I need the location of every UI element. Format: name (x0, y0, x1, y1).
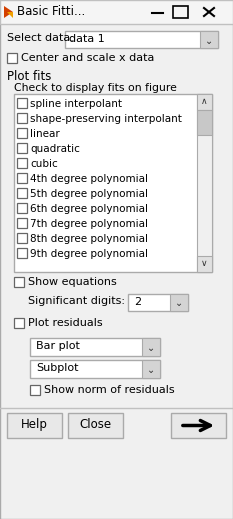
Text: ∧: ∧ (201, 98, 208, 106)
Text: Significant digits:: Significant digits: (28, 296, 125, 306)
Bar (171, 413, 226, 438)
Bar (17, 248, 27, 258)
Text: 7th degree polynomial: 7th degree polynomial (30, 219, 148, 229)
Text: ⌄: ⌄ (205, 35, 213, 46)
Bar (17, 128, 27, 138)
Text: ⌄: ⌄ (147, 343, 155, 353)
Bar (200, 31, 218, 48)
Text: Help: Help (21, 418, 48, 431)
Text: 4th degree polynomial: 4th degree polynomial (30, 174, 148, 184)
Text: Plot residuals: Plot residuals (28, 318, 103, 328)
Text: Check to display fits on figure: Check to display fits on figure (14, 83, 177, 93)
Bar (30, 360, 160, 378)
Bar (128, 294, 188, 311)
Text: ⌄: ⌄ (147, 365, 155, 375)
Bar (17, 98, 27, 108)
Bar (17, 113, 27, 123)
Text: Show norm of residuals: Show norm of residuals (44, 385, 175, 395)
Bar (7, 413, 62, 438)
Bar (197, 256, 212, 272)
Bar (17, 188, 27, 198)
Text: cubic: cubic (30, 159, 58, 169)
Bar (17, 218, 27, 228)
Text: Plot fits: Plot fits (7, 70, 51, 83)
Bar (14, 318, 24, 328)
Bar (197, 94, 212, 110)
Bar (142, 338, 160, 356)
Bar (30, 338, 160, 356)
Bar (142, 360, 160, 378)
Polygon shape (7, 12, 13, 18)
Text: Basic Fitti...: Basic Fitti... (17, 5, 85, 18)
Text: Show equations: Show equations (28, 277, 117, 287)
Bar (30, 385, 40, 395)
Bar (0, 0, 233, 24)
Bar (17, 158, 27, 168)
Text: data 1: data 1 (69, 34, 105, 44)
Bar (17, 233, 27, 243)
Bar (7, 53, 17, 63)
Text: Bar plot: Bar plot (36, 341, 80, 351)
Text: Center and scale x data: Center and scale x data (21, 53, 154, 63)
Text: 9th degree polynomial: 9th degree polynomial (30, 249, 148, 259)
Bar (68, 413, 123, 438)
Text: 5th degree polynomial: 5th degree polynomial (30, 189, 148, 199)
Text: quadratic: quadratic (30, 144, 80, 154)
Polygon shape (4, 6, 13, 18)
Text: 2: 2 (134, 297, 141, 307)
Bar (197, 110, 212, 135)
Text: 8th degree polynomial: 8th degree polynomial (30, 234, 148, 244)
Text: Close: Close (79, 418, 112, 431)
Text: 6th degree polynomial: 6th degree polynomial (30, 204, 148, 214)
Text: linear: linear (30, 129, 60, 139)
Bar (17, 173, 27, 183)
Bar (17, 203, 27, 213)
Text: Subplot: Subplot (36, 363, 79, 373)
Bar (17, 143, 27, 153)
Bar (170, 294, 188, 311)
Text: ⌄: ⌄ (175, 298, 183, 308)
Bar (65, 31, 218, 48)
Bar (14, 94, 212, 272)
Text: spline interpolant: spline interpolant (30, 99, 122, 109)
Bar (14, 277, 24, 287)
Bar (173, 6, 188, 18)
Text: Select data:: Select data: (7, 33, 74, 43)
Text: shape-preserving interpolant: shape-preserving interpolant (30, 114, 182, 124)
Bar (197, 94, 212, 272)
Text: ∨: ∨ (201, 260, 208, 268)
